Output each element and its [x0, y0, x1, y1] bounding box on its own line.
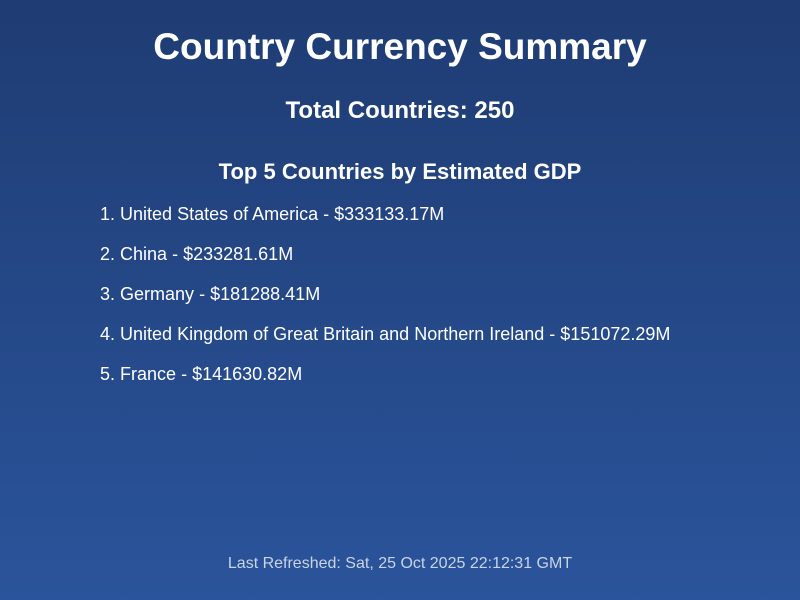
list-item: 2. China - $233281.61M: [100, 240, 670, 280]
country-rank: 5.: [100, 364, 116, 384]
separator: -: [323, 204, 330, 224]
last-refreshed: Last Refreshed: Sat, 25 Oct 2025 22:12:3…: [0, 553, 800, 575]
country-name: France: [120, 364, 177, 384]
total-countries: Total Countries: 250: [0, 96, 800, 126]
list-item: 4. United Kingdom of Great Britain and N…: [100, 320, 670, 360]
country-name: Germany: [120, 284, 195, 304]
list-item: 5. France - $141630.82M: [100, 360, 670, 400]
page-title: Country Currency Summary: [153, 26, 647, 67]
last-refreshed-timestamp: Sat, 25 Oct 2025 22:12:31 GMT: [345, 555, 573, 572]
country-gdp: $151072.29M: [560, 324, 671, 344]
country-gdp: $333133.17M: [334, 204, 445, 224]
country-gdp: $141630.82M: [192, 364, 303, 384]
country-rank: 1.: [100, 204, 116, 224]
total-countries-label: Total Countries:: [285, 97, 468, 124]
country-gdp: $233281.61M: [183, 244, 294, 264]
country-gdp: $181288.41M: [210, 284, 321, 304]
country-rank: 2.: [100, 244, 116, 264]
top-countries-heading: Top 5 Countries by Estimated GDP: [218, 159, 582, 184]
country-name: China: [120, 244, 168, 264]
separator: -: [181, 364, 188, 384]
list-item: 1. United States of America - $333133.17…: [100, 200, 670, 240]
country-name: United States of America: [120, 204, 319, 224]
separator: -: [549, 324, 556, 344]
list-item: 3. Germany - $181288.41M: [100, 280, 670, 320]
top-countries-list: 1. United States of America - $333133.17…: [100, 200, 670, 400]
country-rank: 4.: [100, 324, 116, 344]
separator: -: [199, 284, 206, 304]
last-refreshed-label: Last Refreshed:: [227, 555, 341, 572]
country-rank: 3.: [100, 284, 116, 304]
country-name: United Kingdom of Great Britain and Nort…: [120, 324, 545, 344]
separator: -: [172, 244, 179, 264]
total-countries-value: 250: [474, 97, 515, 124]
